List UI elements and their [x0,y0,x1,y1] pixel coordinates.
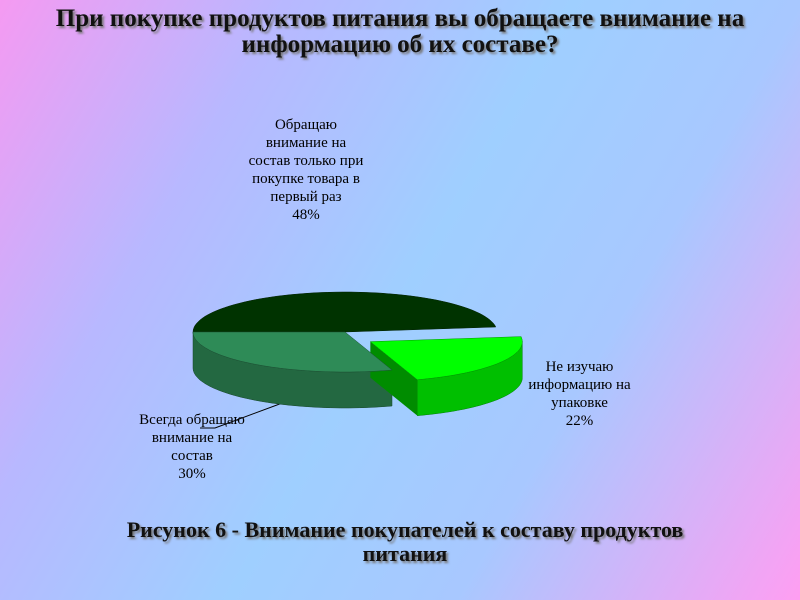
slice [192,331,393,373]
slice-label: Не изучаю информацию на упаковке 22% [522,358,637,430]
value-label: 30% [178,466,206,482]
slice-face [370,341,418,416]
category-label: Обращаю внимание на состав только при по… [248,117,364,205]
slice [192,291,497,333]
slice-label: Обращаю внимание на состав только при по… [245,116,367,224]
category-label: Не изучаю информацию на упаковке [528,359,631,411]
category-label: Всегда обращаю внимание на состав [139,412,245,464]
value-label: 48% [292,207,320,223]
leader-line [200,401,286,429]
caption: Рисунок 6 - Внимание покупателей к соста… [126,517,684,566]
slice [369,336,523,380]
value-label: 22% [565,413,594,429]
chart-title: При покупке продуктов питания вы обращае… [55,5,745,58]
slice-label: Всегда обращаю внимание на состав 30% [136,411,248,483]
